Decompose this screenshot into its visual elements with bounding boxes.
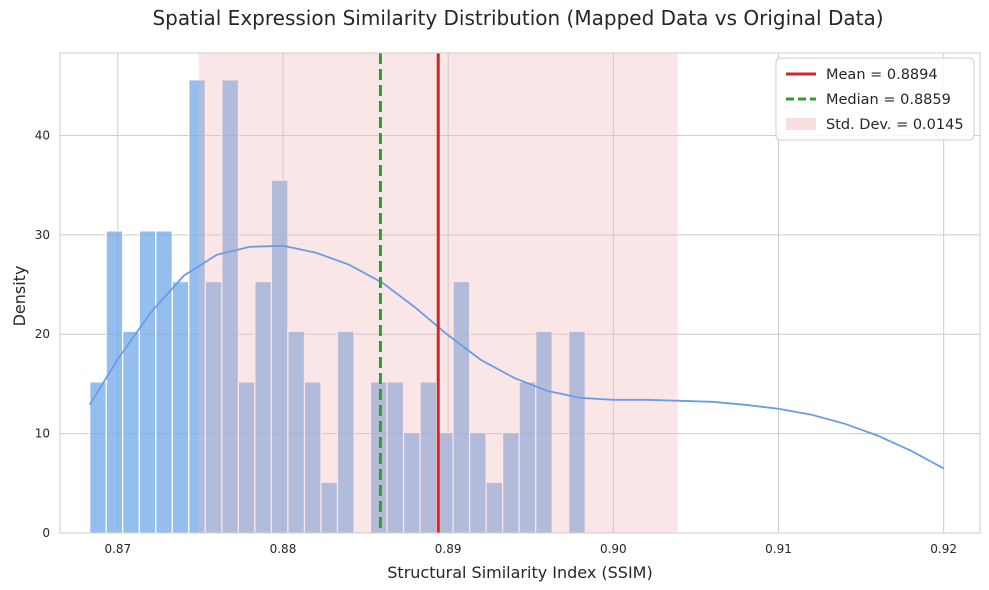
histogram-bar	[138, 230, 157, 534]
legend-label: Mean = 0.8894	[826, 67, 938, 83]
y-tick-label: 0	[42, 526, 50, 540]
histogram-bar	[122, 330, 140, 534]
chart-title: Spatial Expression Similarity Distributi…	[152, 6, 883, 30]
legend-label: Std. Dev. = 0.0145	[826, 117, 964, 133]
y-tick-label: 10	[35, 427, 50, 441]
legend-box	[775, 57, 975, 141]
x-tick-label: 0.89	[435, 542, 462, 556]
y-tick-label: 20	[35, 327, 50, 341]
x-axis-title: Structural Similarity Index (SSIM)	[387, 563, 652, 582]
legend: Mean = 0.8894 Median = 0.8859 Std. Dev. = …	[775, 57, 975, 141]
y-tick-label: 40	[35, 128, 50, 142]
x-tick-label: 0.88	[270, 542, 297, 556]
plot-frame	[59, 52, 981, 534]
kde-curve	[88, 244, 945, 470]
histogram-bar	[155, 230, 173, 534]
y-axis-title: Density	[10, 266, 29, 327]
histogram-bar	[171, 280, 190, 534]
x-tick-label: 0.87	[104, 542, 131, 556]
x-tick-label: 0.90	[600, 542, 627, 556]
y-tick-label: 30	[35, 228, 50, 242]
legend-label: Median = 0.8859	[826, 92, 951, 108]
legend-std-dev-swatch	[786, 118, 816, 130]
x-tick-label: 0.92	[930, 542, 957, 556]
histogram-bar	[89, 381, 107, 534]
histogram-bar	[105, 230, 124, 534]
x-tick-label: 0.91	[765, 542, 792, 556]
